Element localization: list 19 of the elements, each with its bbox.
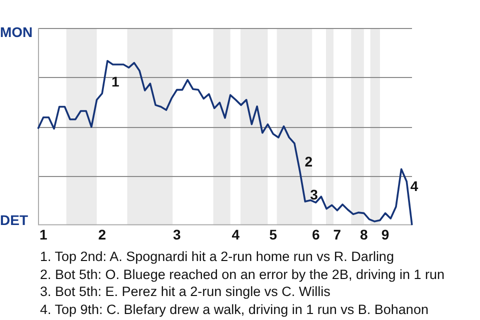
annotation: 1 [111,74,120,90]
x-tick-label: 5 [269,226,278,242]
x-tick-label: 9 [381,226,390,242]
text: DET [0,212,28,228]
x-tick-label: 4 [232,226,240,242]
annotation: 4 [410,178,418,194]
x-tick-label: 8 [360,226,368,242]
x-tick-label: 7 [333,226,342,242]
annotation: 2 [304,154,313,170]
x-tick-label: 3 [173,226,182,242]
text: 2. Bot 5th: O. Bluege reached on an error by the 2B, driving in 1 run [40,266,446,283]
x-tick-label: 2 [98,226,106,242]
x-tick-label: 1 [39,226,48,242]
annotation: 3 [310,186,318,202]
text: 1. Top 2nd: A. Spognardi hit a 2-run home run vs R. Darling [40,248,395,266]
text: MON [0,24,33,40]
text: 4. Top 9th: C. Blefary drew a walk, driving in 1 run vs B. Bohanon [40,300,430,318]
text: 3. Bot 5th: E. Perez hit a 2-run single vs C. Willis [40,283,332,300]
x-tick-label: 6 [312,226,320,242]
